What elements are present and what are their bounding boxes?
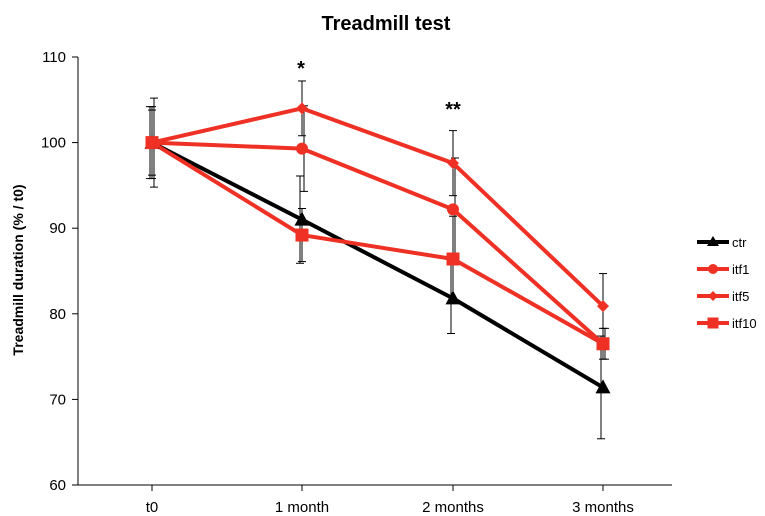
x-tick-label: 1 month bbox=[275, 499, 329, 516]
y-tick-label: 60 bbox=[49, 477, 66, 494]
data-point-itf1 bbox=[447, 203, 459, 216]
x-tick-label: 3 months bbox=[572, 499, 634, 516]
significance-marker: ** bbox=[445, 99, 461, 121]
data-point-itf5 bbox=[597, 300, 609, 313]
data-point-ctr bbox=[294, 211, 310, 226]
legend-label-itf5: itf5 bbox=[732, 289, 749, 304]
legend-marker-itf1 bbox=[708, 264, 718, 274]
legend-marker-itf10 bbox=[707, 317, 719, 329]
significance-marker: * bbox=[297, 58, 305, 80]
y-tick-label: 90 bbox=[49, 220, 66, 237]
data-point-itf1 bbox=[296, 142, 308, 155]
x-tick-label: 2 months bbox=[422, 499, 484, 516]
data-point-itf5 bbox=[296, 102, 308, 115]
y-tick-label: 100 bbox=[41, 135, 66, 152]
data-point-itf5 bbox=[447, 157, 459, 170]
data-point-itf1 bbox=[597, 337, 609, 350]
series-line-itf10 bbox=[150, 140, 604, 346]
data-point-itf10 bbox=[295, 228, 309, 242]
y-axis-label: Treadmill duration (% / t0) bbox=[10, 184, 26, 355]
series-line-itf5 bbox=[151, 106, 605, 308]
series-line-ctr bbox=[151, 140, 605, 390]
data-point-ctr bbox=[595, 379, 611, 394]
data-point-itf5 bbox=[146, 136, 158, 149]
series-line-itf1 bbox=[151, 140, 605, 346]
x-tick-label: t0 bbox=[146, 499, 159, 516]
plot-area: 60 70 80 90 100 110 t0 1 month 2 months 3 months *… bbox=[41, 49, 634, 516]
legend: ctr itf1 itf5 itf10 bbox=[697, 235, 757, 331]
data-point-itf10 bbox=[446, 252, 460, 266]
y-tick-label: 70 bbox=[49, 391, 66, 408]
legend-label-itf10: itf10 bbox=[732, 316, 757, 331]
chart-title: Treadmill test bbox=[322, 13, 451, 35]
y-tick-label: 80 bbox=[49, 306, 66, 323]
data-point-ctr bbox=[445, 290, 461, 305]
y-tick-label: 110 bbox=[42, 49, 66, 66]
legend-marker-itf5 bbox=[708, 291, 718, 301]
legend-marker-ctr bbox=[707, 236, 719, 246]
legend-label-itf1: itf1 bbox=[732, 262, 749, 277]
legend-label-ctr: ctr bbox=[732, 235, 747, 250]
